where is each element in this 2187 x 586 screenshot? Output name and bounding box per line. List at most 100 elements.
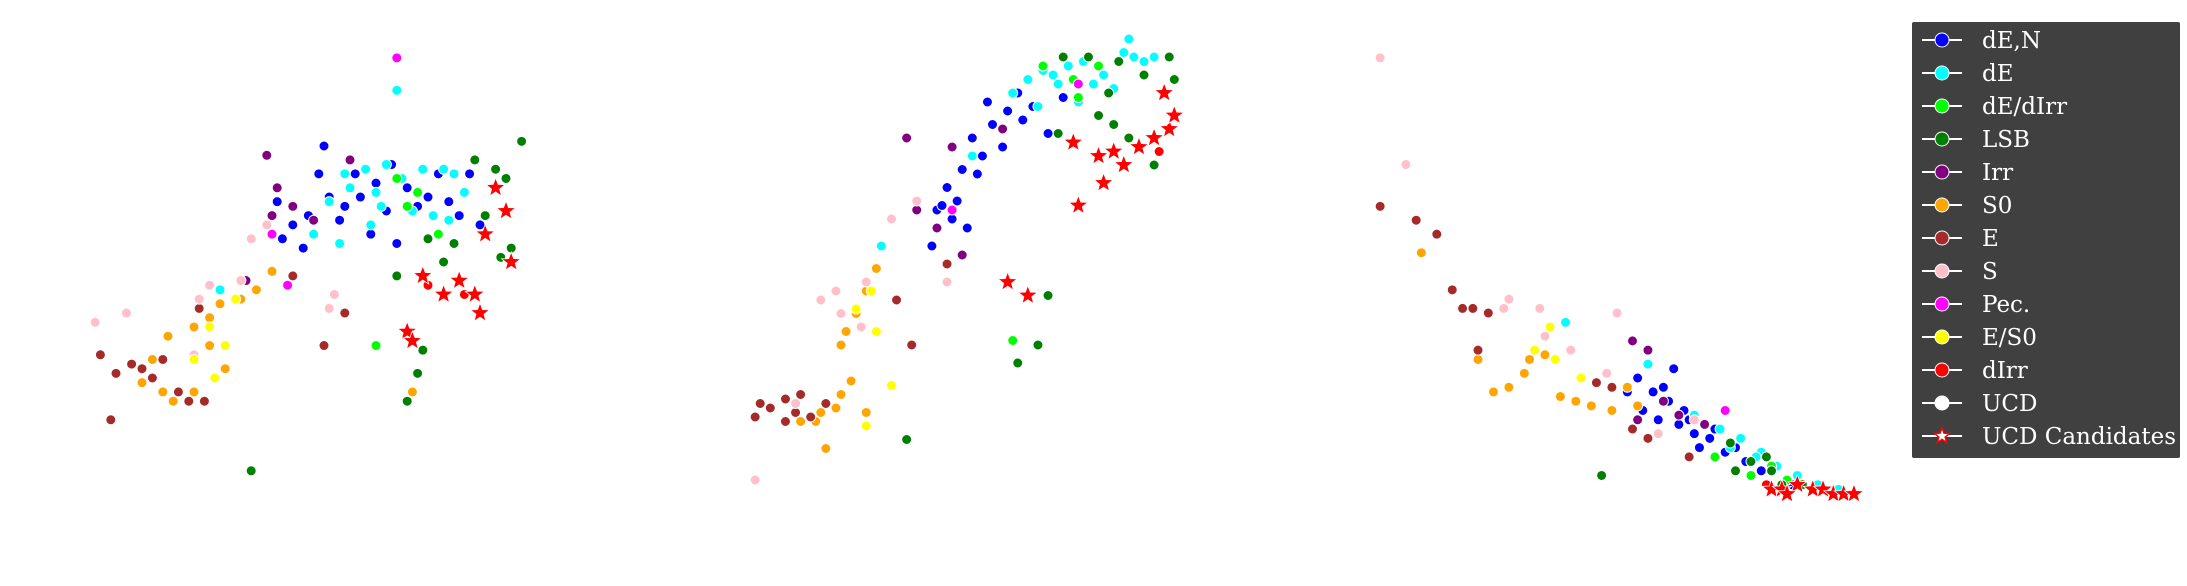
point-s (835, 308, 847, 319)
point-de-n (287, 219, 299, 231)
legend-item: LSB (1922, 127, 2030, 153)
point-irr (1627, 335, 1638, 347)
point-s0 (157, 386, 169, 398)
point-irr (271, 182, 283, 194)
point-de-n (1632, 372, 1644, 384)
legend-item: E (1922, 226, 1999, 252)
point-dirr (1153, 146, 1165, 157)
point-s0 (870, 263, 882, 274)
point-s (235, 275, 247, 287)
point-de (1032, 101, 1044, 112)
point-e (749, 411, 761, 423)
point-de-n (1652, 414, 1664, 426)
point-de (417, 163, 429, 175)
point-ucd-candidates (1158, 117, 1180, 139)
point-de-n (936, 200, 948, 211)
point-ucd-candidates (474, 223, 496, 244)
point-ucd-candidates (433, 283, 455, 304)
point-e-s0 (188, 353, 200, 365)
point-de (458, 186, 470, 198)
point-de (360, 163, 372, 175)
point-e (1606, 381, 1618, 393)
legend-label: S0 (1982, 193, 2012, 219)
point-de-n (313, 168, 325, 180)
point-e (287, 270, 299, 282)
point-s0 (188, 321, 200, 333)
point-de (1123, 33, 1135, 45)
point-lsb (516, 135, 528, 147)
point-s0 (1570, 395, 1582, 407)
point-de-n (339, 200, 351, 212)
point-lsb (1012, 357, 1024, 369)
point-de-n (976, 150, 988, 162)
point-ucd-candidates (997, 270, 1019, 292)
point-lsb (479, 210, 491, 222)
point-de (966, 150, 978, 162)
point-lsb (401, 395, 413, 407)
point-s (120, 307, 132, 319)
point-e (1446, 284, 1458, 296)
point-e-s0 (230, 293, 242, 305)
circle-marker-icon (1934, 32, 1950, 48)
point-s0 (204, 312, 216, 324)
point-lsb (490, 163, 502, 175)
point-irr (261, 149, 273, 161)
point-s0 (1621, 381, 1633, 393)
point-s (815, 294, 827, 306)
point-ucd-candidates (1153, 81, 1175, 103)
point-de-dirr (401, 200, 413, 212)
legend-item: S0 (1922, 193, 2012, 219)
point-s0 (214, 298, 226, 310)
point-lsb (1113, 56, 1125, 67)
point-de-n (443, 196, 455, 208)
legend-label: dIrr (1982, 358, 2028, 384)
point-de (339, 168, 351, 180)
legend-label: UCD Candidates (1982, 424, 2176, 450)
point-de-n (1693, 442, 1705, 454)
point-de-dirr (412, 186, 424, 198)
legend-label: dE,N (1982, 28, 2041, 54)
point-s0 (830, 402, 842, 414)
point-pec (391, 52, 403, 64)
point-s0 (835, 389, 847, 400)
point-lsb (1042, 290, 1054, 301)
point-lsb (1093, 110, 1105, 121)
legend-item: UCD (1922, 391, 2037, 417)
point-s0 (1539, 349, 1551, 361)
point-s0 (1606, 404, 1618, 416)
point-de (344, 182, 356, 194)
point-ucd-candidates (1067, 194, 1089, 215)
legend-item: Irr (1922, 160, 2013, 186)
point-s (1503, 293, 1515, 305)
point-irr (1673, 409, 1685, 421)
point-de-n (1042, 128, 1054, 139)
point-irr (946, 141, 958, 153)
point-de-n (365, 228, 377, 240)
point-e-s0 (860, 420, 872, 432)
point-s0 (162, 330, 174, 342)
point-e-s0 (1544, 321, 1556, 333)
point-e (941, 258, 953, 270)
circle-marker-icon (1934, 296, 1950, 312)
point-e (172, 386, 184, 398)
point-ucd-candidates (1062, 131, 1084, 152)
point-de (1062, 60, 1074, 72)
point-s (749, 474, 761, 486)
point-s0 (835, 339, 847, 351)
point-e-s0 (209, 372, 221, 384)
point-e (183, 395, 195, 407)
point-lsb (412, 367, 424, 379)
point-e (779, 416, 791, 427)
point-s0 (795, 416, 807, 427)
scatter-panels (89, 33, 1865, 504)
point-de (214, 284, 226, 296)
legend-label: LSB (1982, 127, 2030, 153)
circle-marker-icon (1934, 263, 1950, 279)
point-e (805, 411, 817, 423)
point-de-n (941, 182, 953, 193)
point-s0 (1585, 400, 1597, 412)
point-s (790, 398, 802, 409)
point-s0 (219, 363, 231, 375)
point-ucd-candidates (500, 250, 522, 272)
point-s0 (1472, 353, 1484, 365)
